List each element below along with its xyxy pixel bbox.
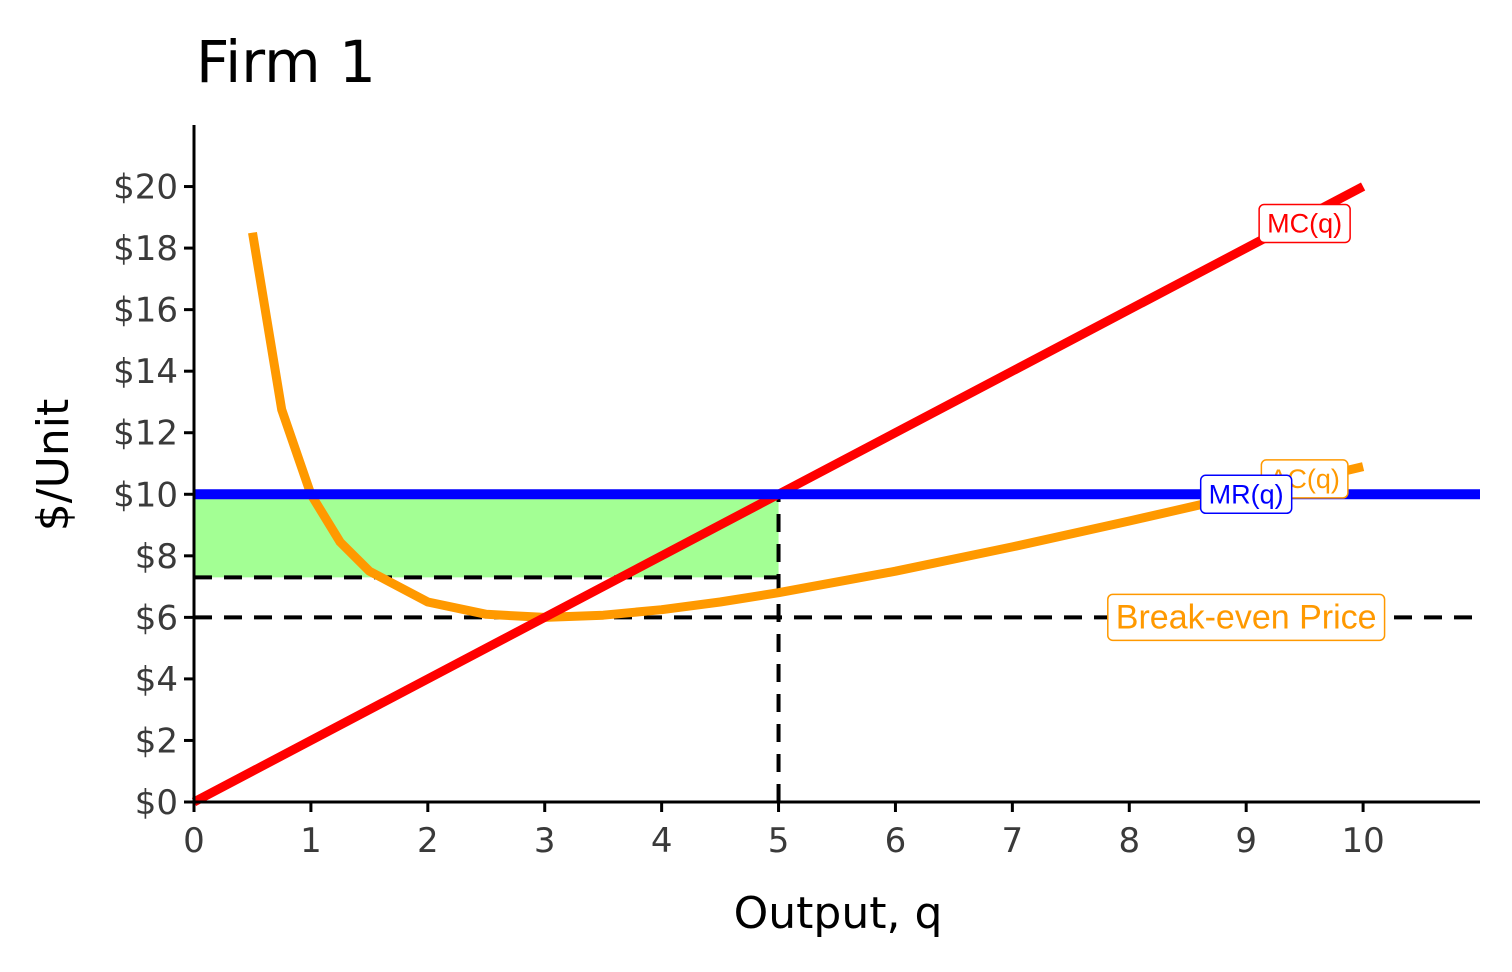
- mr-label-box: [1199, 474, 1293, 515]
- x-tick-label-5: 5: [768, 821, 790, 861]
- mc-label: MC(q): [1258, 203, 1351, 244]
- y-tick-label-9: $18: [113, 229, 178, 269]
- y-tick-label-7: $14: [113, 352, 178, 392]
- x-tick-label-2: 2: [417, 821, 439, 861]
- mc-label-text: MC(q): [1267, 208, 1342, 238]
- x-axis-label: Output, q: [734, 888, 943, 939]
- x-tick-label-3: 3: [534, 821, 556, 861]
- y-tick-label-1: $2: [135, 721, 178, 761]
- y-tick-label-0: $0: [135, 783, 178, 823]
- y-tick-label-4: $8: [135, 537, 178, 577]
- x-tick-label-1: 1: [300, 821, 322, 861]
- break-even-label-box: [1107, 593, 1386, 642]
- plot-area: 0 1 2 3 4 5 6 7 8 9 10 $0 $2 $4 $6 $8 $10 $12 $14 $16 $18 $20…: [113, 125, 1480, 861]
- mr-label-text: MR(q): [1209, 479, 1284, 509]
- y-tick-label-6: $12: [113, 414, 178, 454]
- break-even-label: Break-even Price: [1107, 593, 1386, 642]
- x-tick-label-4: 4: [651, 821, 673, 861]
- y-tick-label-5: $10: [113, 475, 178, 515]
- y-tick-label-10: $20: [113, 168, 178, 208]
- y-tick-label-8: $16: [113, 291, 178, 331]
- x-tick-label-0: 0: [183, 821, 205, 861]
- chart-title: Firm 1: [196, 28, 376, 96]
- break-even-label-text: Break-even Price: [1116, 598, 1377, 636]
- x-tick-label-9: 9: [1235, 821, 1257, 861]
- x-tick-label-10: 10: [1341, 821, 1384, 861]
- x-tick-label-7: 7: [1002, 821, 1024, 861]
- x-tick-label-8: 8: [1118, 821, 1140, 861]
- x-tick-label-6: 6: [885, 821, 907, 861]
- y-tick-label-2: $4: [135, 660, 178, 700]
- profit-rectangle: [194, 494, 779, 578]
- y-tick-label-3: $6: [135, 598, 178, 638]
- mc-label-box: [1258, 203, 1351, 244]
- mr-label: MR(q): [1199, 474, 1293, 515]
- y-axis-label: $/Unit: [28, 399, 79, 531]
- ac-curve: [248, 231, 1365, 622]
